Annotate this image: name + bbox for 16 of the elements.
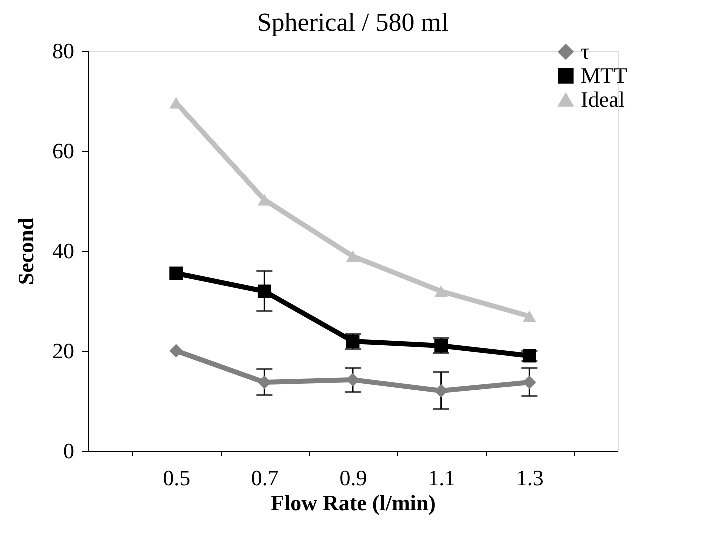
legend-label: Ideal <box>581 87 625 112</box>
legend-label: τ <box>581 39 590 64</box>
legend-label: MTT <box>581 63 628 88</box>
y-tick-label: 20 <box>52 338 74 364</box>
y-axis-title: Second <box>14 218 38 286</box>
x-tick-label: 0.5 <box>163 466 191 490</box>
y-tick-label: 60 <box>52 138 74 164</box>
chart-title: Spherical / 580 ml <box>257 8 449 37</box>
y-tick-label: 40 <box>52 238 74 264</box>
y-tick-label: 0 <box>64 438 74 464</box>
x-tick-label: 1.3 <box>516 466 544 490</box>
x-tick-label: 0.9 <box>340 466 368 490</box>
x-axis-title: Flow Rate (l/min) <box>271 490 436 516</box>
x-tick-label: 0.7 <box>251 466 279 490</box>
y-tick-label: 80 <box>52 38 74 64</box>
x-tick-label: 1.1 <box>428 466 456 490</box>
